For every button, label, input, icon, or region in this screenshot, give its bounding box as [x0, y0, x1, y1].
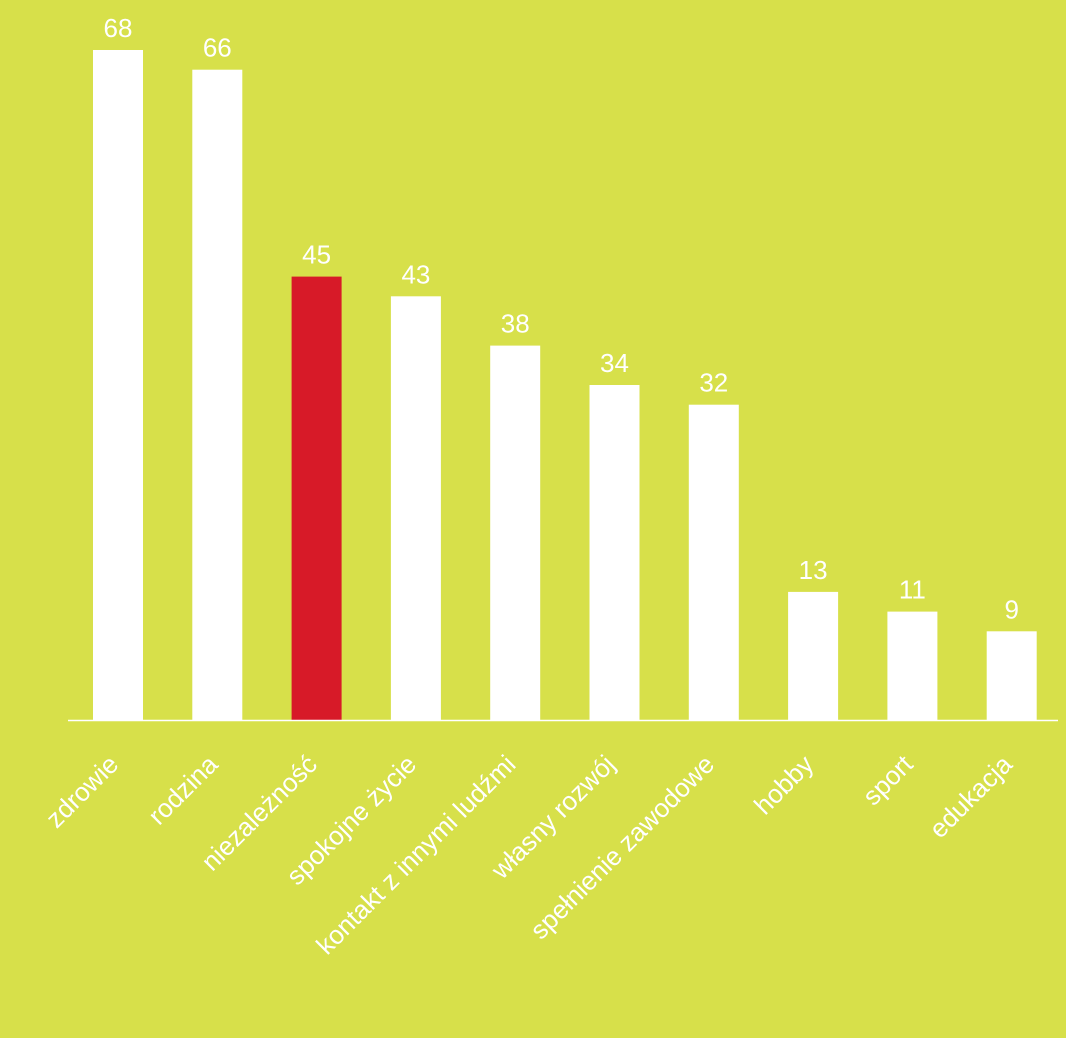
bar-4	[490, 345, 541, 720]
value-label-9: 9	[1004, 594, 1018, 624]
bar-8	[887, 611, 938, 720]
bar-6	[688, 404, 739, 720]
bar-5	[589, 385, 640, 720]
value-label-4: 38	[501, 309, 530, 339]
bar-0	[93, 50, 143, 720]
value-label-8: 11	[899, 575, 926, 605]
value-label-1: 66	[203, 33, 232, 63]
bar-1	[192, 69, 243, 720]
bar-2	[291, 276, 342, 720]
bar-3	[390, 296, 441, 720]
value-label-0: 68	[104, 13, 133, 43]
value-label-7: 13	[799, 555, 828, 585]
bar-9	[986, 631, 1037, 720]
bars-group	[93, 50, 1037, 720]
value-label-2: 45	[302, 240, 331, 270]
value-label-6: 32	[699, 368, 728, 398]
value-label-3: 43	[401, 259, 430, 289]
value-labels-group: 68 66 45 43 38 34 32 13 11 9	[104, 13, 1019, 624]
value-label-5: 34	[600, 348, 629, 378]
bar-7	[788, 591, 839, 720]
